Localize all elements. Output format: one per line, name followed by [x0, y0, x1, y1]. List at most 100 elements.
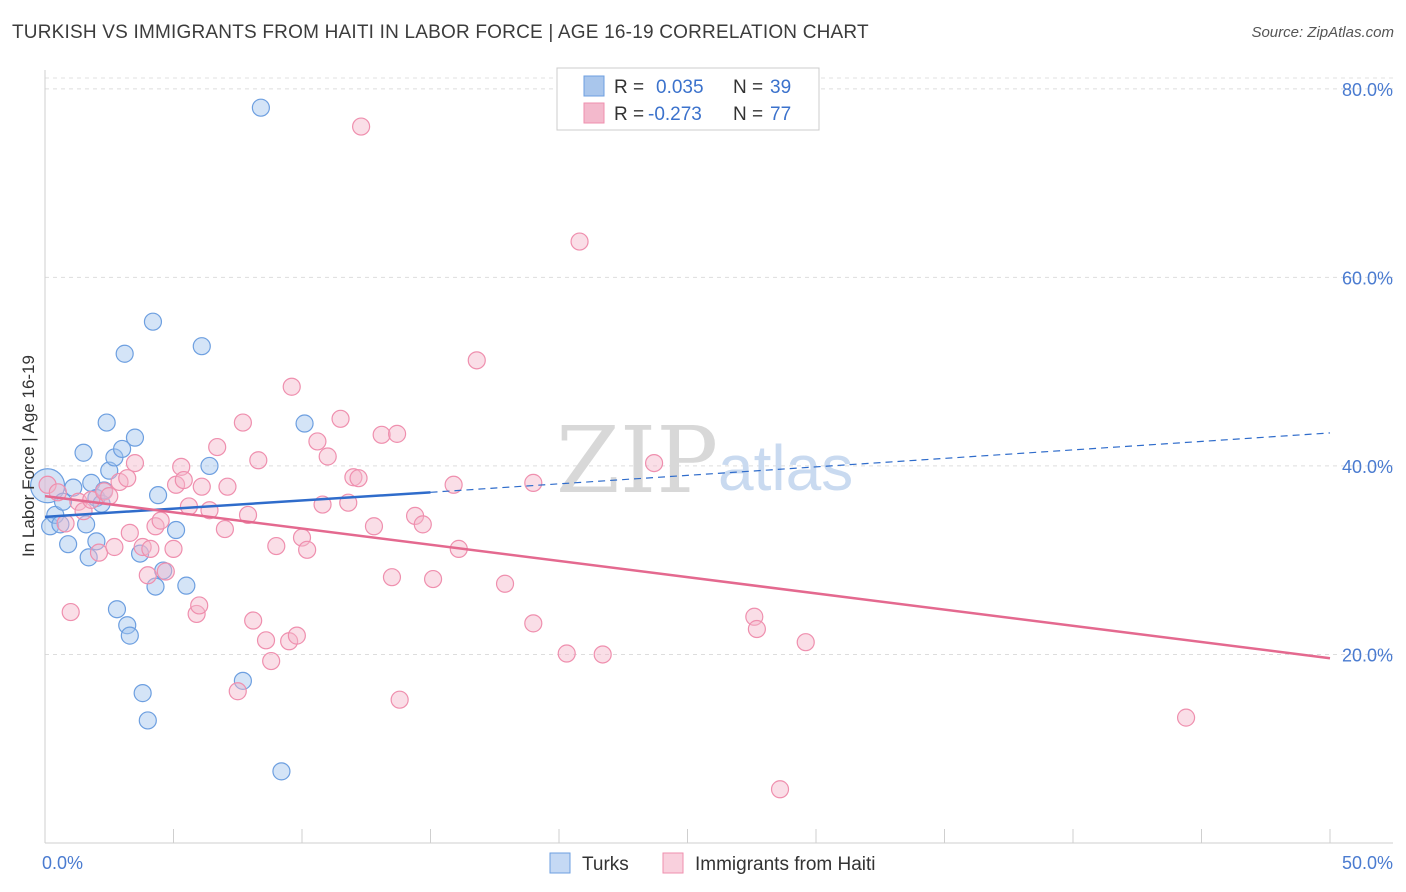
turks-point — [200, 456, 219, 476]
turks-point — [87, 532, 106, 551]
haiti-point — [120, 523, 139, 542]
haiti-point — [770, 780, 790, 799]
axes — [44, 70, 1393, 844]
haiti-point — [208, 437, 227, 457]
turks-point — [125, 428, 145, 447]
haiti-point — [318, 447, 337, 466]
haiti-point — [570, 232, 589, 251]
turks-point — [133, 684, 152, 703]
y-tick-label: 80.0% — [1342, 80, 1393, 100]
haiti-point — [125, 453, 145, 473]
haiti-point — [172, 457, 191, 476]
haiti-point — [364, 517, 384, 536]
x-tick-label-min: 0.0% — [42, 853, 83, 873]
haiti-point — [467, 351, 486, 370]
haiti-point — [146, 517, 165, 536]
haiti-point — [524, 473, 543, 492]
haiti-point — [1176, 708, 1196, 727]
haiti-point — [390, 690, 409, 709]
turks-point — [97, 413, 116, 432]
turks-point — [120, 626, 139, 645]
haiti-point — [413, 515, 432, 534]
legend-n-value-turks: 39 — [770, 77, 791, 98]
haiti-point — [349, 469, 368, 488]
haiti-point — [282, 377, 301, 396]
turks-point — [115, 344, 134, 363]
chart-title: TURKISH VS IMMIGRANTS FROM HAITI IN LABO… — [12, 22, 869, 43]
legend-swatch-turks — [583, 75, 605, 97]
series-legend-swatch-haiti — [662, 852, 684, 874]
haiti-point — [387, 424, 407, 443]
correlation-legend: R = 0.035 N = 39 R = -0.273 N = 77 — [556, 67, 820, 131]
turks-point — [59, 535, 78, 554]
turks-point — [148, 486, 168, 505]
haiti-point — [495, 574, 515, 593]
haiti-point — [218, 477, 237, 496]
gridlines — [45, 77, 1393, 655]
legend-n-label-turks: N = — [733, 77, 763, 98]
haiti-point — [38, 475, 57, 494]
series-legend-label-turks: Turks — [582, 854, 629, 875]
legend-r-value-haiti: -0.273 — [648, 104, 702, 125]
haiti-point — [238, 505, 258, 525]
haiti-point — [56, 514, 75, 533]
source-credit: Source: ZipAtlas.com — [1251, 24, 1394, 41]
turks-point — [112, 439, 132, 459]
turks-point — [192, 337, 211, 356]
legend-swatch-haiti — [583, 102, 605, 124]
haiti-point — [192, 477, 211, 496]
legend-n-value-haiti: 77 — [770, 104, 791, 125]
trend-lines — [44, 432, 1331, 660]
watermark-zip: ZIP — [556, 407, 718, 514]
haiti-point — [215, 519, 234, 539]
haiti-point — [747, 619, 766, 639]
legend-r-label-turks: R = — [614, 77, 644, 98]
haiti-point — [557, 644, 576, 663]
turks-point — [233, 671, 252, 690]
haiti-point — [298, 540, 317, 559]
haiti-point — [331, 409, 350, 428]
watermark: ZIP atlas — [556, 407, 853, 514]
haiti-point — [382, 568, 402, 587]
watermark-atlas: atlas — [718, 432, 853, 504]
turks-point — [74, 443, 93, 462]
haiti-point — [344, 468, 363, 487]
x-tick-label-max: 50.0% — [1342, 853, 1393, 873]
turks-point — [107, 600, 127, 619]
haiti-point — [593, 645, 612, 664]
y-tick-label: 40.0% — [1342, 457, 1393, 477]
haiti-point — [228, 682, 247, 701]
tick-labels: 20.0% 40.0% 60.0% 80.0% 0.0% 50.0% — [42, 80, 1393, 873]
turks-point — [79, 548, 98, 567]
series-legend-swatch-turks — [549, 852, 571, 874]
turks-point — [118, 616, 137, 635]
haiti-point — [100, 486, 119, 506]
haiti-point — [308, 432, 327, 451]
haiti-point — [105, 537, 124, 557]
turks-point — [166, 520, 186, 540]
turks-point — [138, 711, 157, 730]
haiti-point — [524, 614, 543, 633]
haiti-point — [151, 511, 170, 530]
haiti-point — [267, 536, 286, 556]
haiti-point — [244, 611, 263, 630]
series-legend-label-haiti: Immigrants from Haiti — [695, 854, 876, 875]
haiti-point — [141, 539, 160, 558]
haiti-point — [644, 453, 664, 473]
haiti-point — [156, 562, 175, 581]
haiti-point — [352, 117, 371, 136]
y-tick-label: 60.0% — [1342, 268, 1393, 288]
haiti-point — [256, 631, 276, 650]
legend-r-label-haiti: R = — [614, 104, 644, 125]
haiti-point — [249, 451, 268, 470]
haiti-trend-line — [44, 494, 1331, 660]
haiti-point — [287, 626, 306, 645]
haiti-point — [423, 569, 443, 589]
haiti-point — [61, 602, 80, 622]
series-legend: Turks Immigrants from Haiti — [549, 852, 876, 875]
haiti-point — [164, 539, 183, 558]
haiti-point — [796, 633, 815, 652]
turks-point — [251, 98, 270, 117]
haiti-point — [138, 566, 157, 585]
